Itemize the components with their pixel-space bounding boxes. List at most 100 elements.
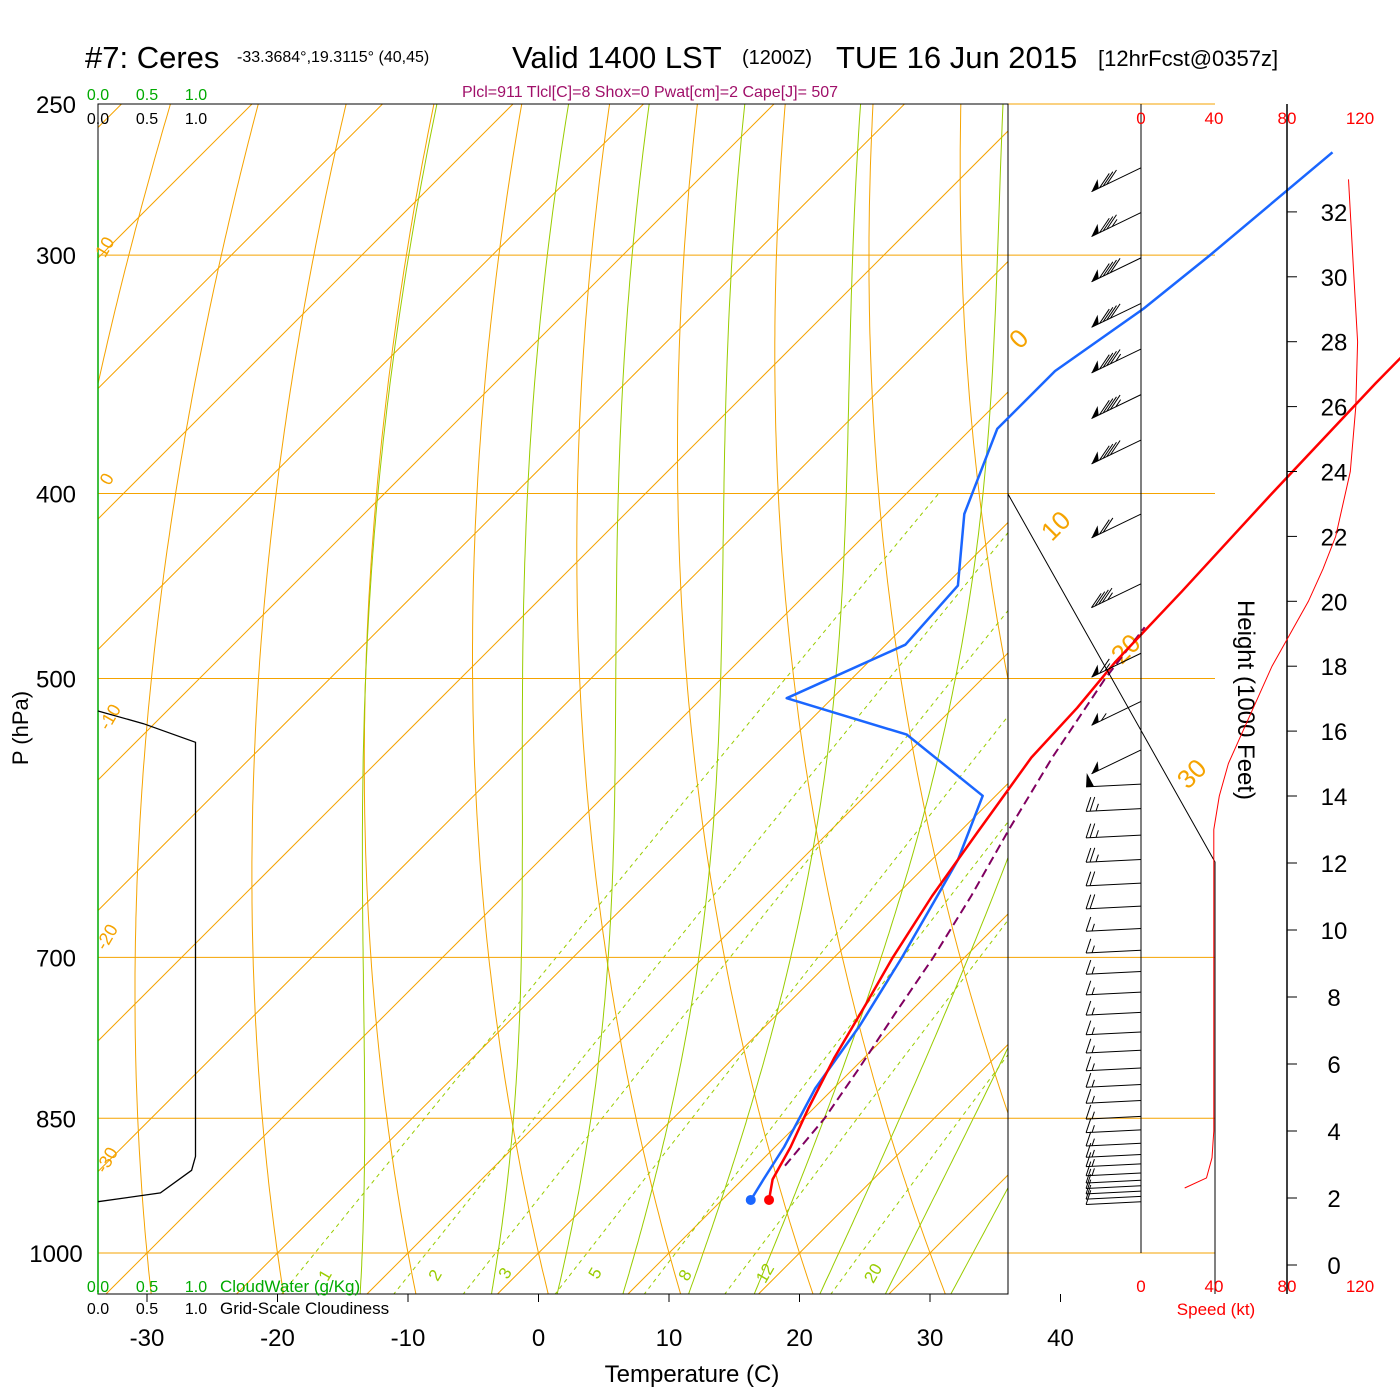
- barb-flag: [1085, 1072, 1092, 1088]
- barb-flag: [1085, 1038, 1092, 1054]
- moist-adiabat: [622, 104, 746, 1294]
- pressure-tick-label: 300: [36, 243, 76, 270]
- dry-adiabat: [472, 104, 549, 1294]
- barb-flag: [1085, 959, 1092, 975]
- barb-half-flag: [1095, 854, 1099, 862]
- barb-flag: [1102, 216, 1114, 232]
- barb-flag: [1109, 303, 1121, 319]
- wind-barb: [1091, 212, 1142, 237]
- grid-layer: [98, 14, 1400, 1294]
- barb-pennant: [1091, 712, 1099, 726]
- wind-barb: [1085, 1168, 1142, 1184]
- wind-barb: [1085, 1072, 1142, 1088]
- dewpoint-profile: [749, 151, 1334, 1201]
- mixing-ratio-line: [724, 919, 1008, 1294]
- barb-flag: [1089, 871, 1096, 886]
- mixing-ratio-line: [554, 715, 1008, 1294]
- barb-shaft: [1086, 1185, 1142, 1189]
- wind-barb: [1085, 1190, 1142, 1205]
- barb-shaft: [1086, 905, 1142, 910]
- temp-tick-label: 10: [656, 1325, 683, 1352]
- moist-adiabat: [359, 104, 438, 1294]
- height-tick-label: 14: [1321, 784, 1348, 811]
- dry-adiabat-label: -20: [92, 921, 122, 954]
- isotherm-line: [98, 104, 906, 912]
- wind-barb: [1091, 513, 1142, 539]
- barb-flag: [1109, 349, 1121, 365]
- cloudiness-profile: [97, 710, 197, 1203]
- barb-half-flag: [1107, 592, 1113, 601]
- dry-adiabat: [1305, 14, 1400, 1294]
- isotherm-label: 30: [1171, 753, 1213, 795]
- height-tick-label: 18: [1321, 654, 1348, 681]
- mixing-ratio-line: [462, 609, 1008, 1294]
- barb-half-flag: [1091, 1079, 1095, 1088]
- isotherm-line: [98, 104, 514, 520]
- barb-pennant: [1091, 360, 1099, 373]
- barb-half-flag: [1091, 1095, 1095, 1104]
- barb-flag: [1091, 593, 1102, 608]
- barb-shaft: [1086, 808, 1142, 812]
- barb-half-flag: [1115, 353, 1122, 362]
- barb-flag: [1109, 258, 1121, 273]
- cloudiness-tick-bottom: 0.5: [136, 1301, 158, 1318]
- height-tick-label: 16: [1321, 719, 1348, 746]
- barb-flag: [1102, 517, 1114, 533]
- dry-adiabat: [251, 104, 347, 1294]
- wind-barb: [1091, 700, 1142, 726]
- barb-flag: [1101, 587, 1113, 603]
- wind-barb: [1091, 749, 1142, 775]
- cloud-water-tick-bottom: 0.0: [87, 1279, 109, 1296]
- barb-flag: [1085, 1179, 1092, 1194]
- cloud-water-tick-top: 0.0: [87, 87, 109, 104]
- dry-adiabat: [363, 104, 435, 1294]
- dry-adiabat: [868, 104, 1008, 1115]
- cloud-water-tick-top: 0.5: [136, 87, 158, 104]
- mixing-ratio-label: 5: [585, 1264, 606, 1282]
- barb-flag: [1099, 519, 1110, 535]
- barb-flag: [1085, 1152, 1092, 1167]
- wind-barb: [1085, 847, 1142, 863]
- barb-shaft: [1086, 970, 1142, 975]
- barb-pennant: [1086, 772, 1095, 787]
- isotherm-line: [98, 104, 253, 259]
- mixing-ratio-label: 20: [860, 1260, 886, 1286]
- wind-barb: [1091, 652, 1142, 678]
- isotherm-line: [105, 391, 1008, 1294]
- barb-shaft: [1086, 1201, 1142, 1205]
- wind-barb: [1085, 1104, 1142, 1120]
- barb-pennant: [1091, 761, 1099, 774]
- dry-adiabat-label: -30: [92, 1144, 122, 1177]
- dry-adiabat-label: -10: [95, 701, 125, 734]
- barb-flag: [1085, 916, 1092, 932]
- barb-flag: [1102, 352, 1114, 368]
- cloud-water-label: CloudWater (g/Kg): [220, 1277, 360, 1296]
- barb-shaft: [1086, 783, 1142, 788]
- barb-half-flag: [1091, 1125, 1095, 1133]
- barb-flag: [1085, 1184, 1092, 1200]
- barb-shaft: [1086, 1100, 1142, 1104]
- height-tick-label: 10: [1321, 918, 1348, 945]
- temp-tick-label: 40: [1047, 1325, 1074, 1352]
- isotherm-line: [98, 260, 1008, 1173]
- barb-shaft: [1086, 927, 1142, 932]
- speed-profile: [1184, 179, 1359, 1189]
- isotherm-line: [98, 104, 645, 651]
- moist-adiabat: [819, 856, 1008, 1294]
- dry-adiabat: [774, 104, 946, 1294]
- title-date: TUE 16 Jun 2015: [836, 40, 1078, 75]
- barb-half-flag: [1091, 923, 1095, 932]
- wind-barb: [1085, 1179, 1142, 1195]
- barb-flag: [1085, 1020, 1092, 1035]
- barb-shaft: [1086, 1195, 1142, 1200]
- barb-flag: [1102, 261, 1114, 277]
- parcel-profile: [784, 626, 1146, 1167]
- barb-flag: [1085, 1056, 1092, 1071]
- pressure-tick-label: 250: [36, 92, 76, 119]
- isotherm-line: [236, 521, 1008, 1294]
- barb-half-flag: [1095, 803, 1099, 812]
- barb-half-flag: [1104, 663, 1111, 671]
- barb-flag: [1085, 1000, 1092, 1016]
- barb-shaft: [1086, 1163, 1142, 1168]
